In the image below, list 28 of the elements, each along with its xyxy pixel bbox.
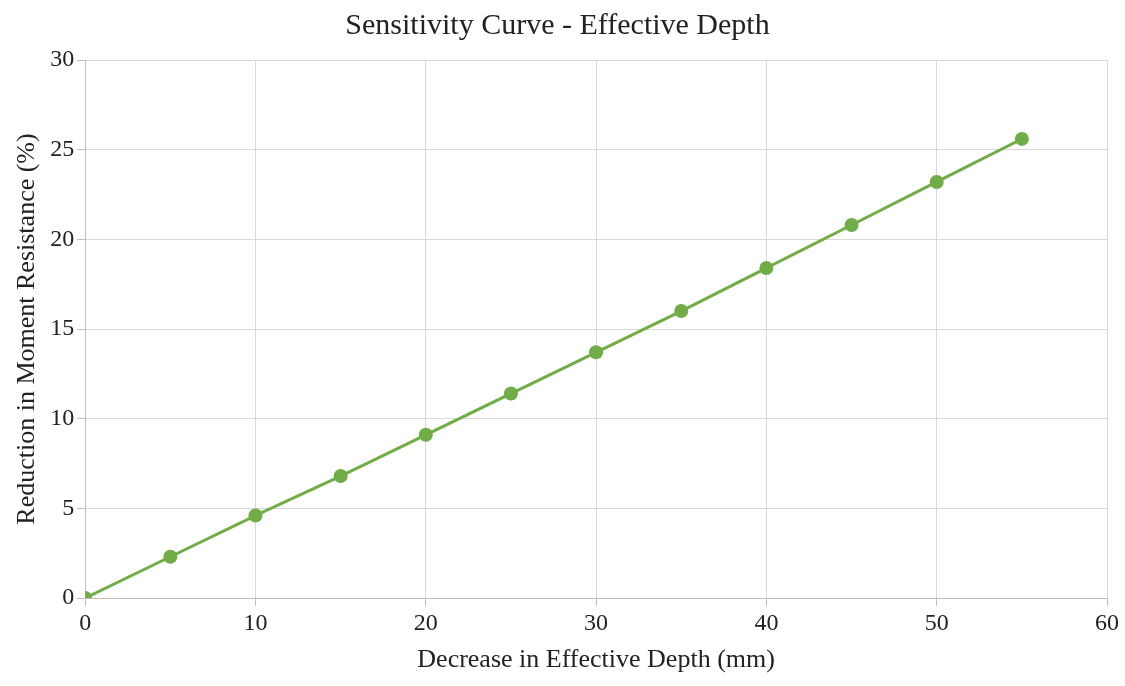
point — [759, 261, 774, 276]
y-tick-label: 20 — [50, 224, 75, 251]
y-tick-label: 5 — [62, 493, 75, 520]
y-tick-label: 25 — [50, 134, 75, 161]
point — [418, 427, 433, 442]
point — [1014, 131, 1029, 146]
x-tick-label: 60 — [1095, 608, 1119, 635]
point — [333, 469, 348, 484]
x-tick-label: 0 — [79, 608, 92, 635]
point — [929, 174, 944, 189]
y-axis-title: Reduction in Moment Resistance (%) — [11, 133, 41, 525]
x-axis-title: Decrease in Effective Depth (mm) — [417, 644, 775, 674]
point — [248, 508, 263, 523]
x-tick-label: 20 — [413, 608, 438, 635]
y-tick-label: 15 — [50, 314, 75, 341]
chart-title: Sensitivity Curve - Effective Depth — [345, 6, 770, 40]
y-tick-label: 30 — [50, 45, 75, 72]
x-tick-label: 30 — [584, 608, 609, 635]
y-tick-label: 10 — [50, 403, 75, 430]
x-tick-label: 40 — [754, 608, 779, 635]
point — [163, 549, 178, 564]
y-tick-label: 0 — [62, 583, 75, 610]
x-tick-label: 10 — [243, 608, 268, 635]
x-tick-label: 50 — [924, 608, 949, 635]
point — [503, 386, 518, 401]
point — [844, 217, 859, 232]
point — [589, 345, 604, 360]
point — [674, 304, 689, 319]
